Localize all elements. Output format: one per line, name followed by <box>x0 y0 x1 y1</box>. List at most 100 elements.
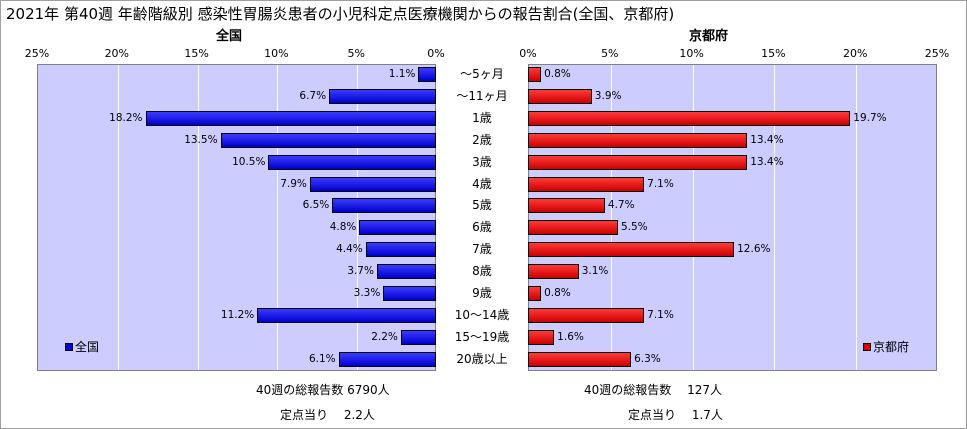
bar-kyoto <box>528 132 748 148</box>
bar-national <box>418 67 436 82</box>
right-per-sentinel: 定点当り 1.7人 <box>628 408 723 422</box>
category-label: 2歳 <box>472 132 492 147</box>
tick-label: 20% <box>842 47 868 60</box>
bar-kyoto <box>528 329 555 345</box>
data-label-national: 6.1% <box>308 352 336 365</box>
right-total-reports: 40週の総報告数 127人 <box>584 383 722 397</box>
gridline <box>856 65 858 370</box>
bar-kyoto <box>528 110 851 126</box>
tick-label: 15% <box>184 47 209 60</box>
left-panel-title: 全国 <box>216 29 243 44</box>
bar-national <box>268 154 436 170</box>
data-label-national: 11.2% <box>220 308 255 321</box>
gridline <box>357 65 359 370</box>
bar-national <box>338 351 436 367</box>
data-label-kyoto: 7.1% <box>647 308 674 321</box>
data-label-national: 3.3% <box>353 287 381 299</box>
data-label-national: 18.2% <box>109 111 143 124</box>
legend-swatch-national <box>65 342 73 351</box>
data-label-national: 6.7% <box>299 89 327 102</box>
bar-national <box>329 88 436 104</box>
bar-kyoto <box>528 198 605 214</box>
data-label-kyoto: 3.1% <box>581 265 609 278</box>
bar-national <box>332 198 436 214</box>
category-label: 9歳 <box>472 286 492 300</box>
legend-label-national: 全国 <box>75 340 100 354</box>
tick-label: 10% <box>679 47 704 60</box>
bar-national <box>376 264 436 280</box>
data-label-kyoto: 0.8% <box>544 287 571 299</box>
category-label: 5歳 <box>472 198 492 213</box>
data-label-kyoto: 4.7% <box>607 199 635 212</box>
gridline <box>197 65 199 370</box>
category-label: 7歳 <box>472 242 492 257</box>
bar-kyoto <box>528 88 592 104</box>
data-label-national: 13.5% <box>184 133 218 146</box>
bar-kyoto <box>528 176 645 192</box>
tick-label: 10% <box>264 47 289 60</box>
data-label-kyoto: 12.6% <box>737 243 771 256</box>
bar-national <box>220 132 436 148</box>
tick-label: 0% <box>427 47 445 60</box>
bar-kyoto <box>528 351 632 367</box>
gridline <box>610 65 612 370</box>
left-per-sentinel: 定点当り 2.2人 <box>280 408 375 422</box>
bar-national <box>145 110 436 126</box>
tick-label: 25% <box>24 47 50 60</box>
bar-national <box>359 220 436 236</box>
data-label-kyoto: 1.6% <box>557 330 584 343</box>
category-label: 20歳以上 <box>456 351 508 366</box>
category-label: 1歳 <box>472 110 492 125</box>
tick-label: 15% <box>761 47 786 60</box>
data-label-national: 10.5% <box>232 155 266 168</box>
bar-kyoto <box>528 286 542 301</box>
data-label-national: 4.4% <box>336 243 363 256</box>
category-label: 4歳 <box>472 176 492 191</box>
category-label: 15～19歳 <box>454 329 510 344</box>
tick-label: 5% <box>347 47 365 60</box>
data-label-national: 3.7% <box>347 265 374 278</box>
data-label-national: 4.8% <box>329 221 357 234</box>
category-label: ～5ヶ月 <box>460 67 504 81</box>
tick-label: 0% <box>519 47 537 60</box>
left-legend: 全国 <box>65 338 99 355</box>
bar-national <box>309 176 436 192</box>
legend-swatch-kyoto <box>863 342 871 351</box>
legend-label-kyoto: 京都府 <box>873 340 910 354</box>
right-legend: 京都府 <box>863 338 909 355</box>
bar-kyoto <box>528 67 542 82</box>
bar-kyoto <box>528 307 645 323</box>
category-label: ～11ヶ月 <box>456 88 508 103</box>
gridline <box>117 65 119 370</box>
category-label: 10～14歳 <box>454 307 510 322</box>
right-panel-title: 京都府 <box>689 29 729 44</box>
data-label-kyoto: 5.5% <box>620 221 648 234</box>
bar-kyoto <box>528 264 579 280</box>
bar-national <box>400 329 436 345</box>
chart-title: 2021年 第40週 年齢階級別 感染性胃腸炎患者の小児科定点医療機関からの報告… <box>6 5 675 23</box>
bar-kyoto <box>528 220 618 236</box>
data-label-kyoto: 7.1% <box>647 177 674 190</box>
data-label-kyoto: 13.4% <box>750 133 784 146</box>
data-label-national: 6.5% <box>302 199 330 212</box>
data-label-kyoto: 0.8% <box>544 68 571 80</box>
tick-label: 5% <box>601 47 619 60</box>
data-label-kyoto: 19.7% <box>853 111 887 124</box>
data-label-national: 1.1% <box>388 68 416 80</box>
bar-national <box>383 286 436 301</box>
tick-label: 20% <box>104 47 130 60</box>
bar-national <box>365 242 436 258</box>
bar-national <box>257 307 436 323</box>
category-label: 8歳 <box>472 264 492 279</box>
gridline <box>277 65 279 370</box>
bar-kyoto <box>528 242 735 258</box>
gridline <box>774 65 776 370</box>
category-label: 6歳 <box>472 220 492 235</box>
data-label-kyoto: 13.4% <box>750 155 784 168</box>
data-label-kyoto: 6.3% <box>634 352 661 365</box>
category-label: 3歳 <box>472 154 492 169</box>
gridline <box>692 65 694 370</box>
data-label-national: 2.2% <box>371 330 398 343</box>
data-label-national: 7.9% <box>280 177 307 190</box>
left-total-reports: 40週の総報告数 6790人 <box>256 383 390 397</box>
